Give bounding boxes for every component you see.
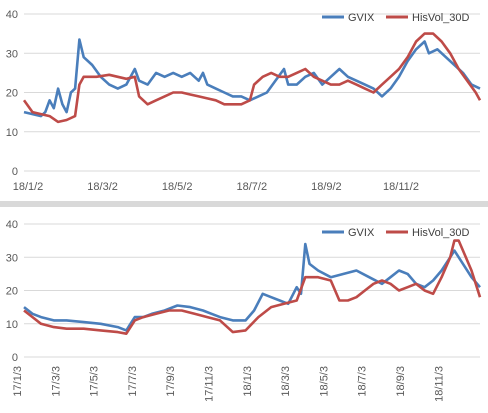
series-line-gvix [23, 38, 481, 118]
series-line-hisvol-30d [22, 32, 482, 124]
x-tick-label: 18/1/3 [242, 366, 254, 397]
legend-label: GVIX [348, 227, 375, 239]
chart-panel-2018: 0 10 20 30 40 18/1/2 18/3/2 18/5/2 18/7/2 18/9/2 1… [0, 0, 488, 201]
y-tick-label: 0 [12, 166, 18, 178]
legend-label: GVIX [348, 12, 375, 24]
x-tick-label: 18/7/2 [237, 181, 268, 193]
line-chart-2018: 0 10 20 30 40 18/1/2 18/3/2 18/5/2 18/7/2 18/9/2 1… [6, 9, 482, 193]
y-tick-label: 40 [6, 219, 18, 231]
y-tick-label: 10 [6, 319, 18, 331]
y-tick-label: 30 [6, 252, 18, 264]
x-tick-label: 18/3/3 [280, 366, 292, 397]
y-tick-label: 10 [6, 127, 18, 139]
x-tick-label: 18/1/2 [13, 181, 44, 193]
legend-label: HisVol_30D [412, 12, 470, 24]
x-tick-label: 18/9/2 [311, 181, 342, 193]
series-line-hisvol-30d [23, 239, 482, 335]
legend-label: HisVol_30D [412, 227, 470, 239]
line-chart-2017-2018: 0 10 20 30 40 17/1/3 17/3/3 17/5/3 17/7/3 17/9/3 1… [6, 219, 482, 402]
chart-panel-2017-2018: 0 10 20 30 40 17/1/3 17/3/3 17/5/3 17/7/3 17/9/3 1… [0, 207, 488, 413]
x-tick-label: 18/11/2 [383, 181, 419, 193]
x-tick-label: 18/9/3 [395, 366, 407, 397]
y-tick-label: 0 [12, 352, 18, 364]
x-tick-label: 17/9/3 [165, 366, 177, 397]
x-tick-label: 18/3/2 [87, 181, 118, 193]
x-tick-label: 18/5/3 [318, 366, 330, 397]
x-tick-label: 18/11/3 [433, 366, 445, 402]
x-tick-label: 17/11/3 [204, 366, 216, 402]
panel-divider [0, 201, 488, 207]
x-tick-label: 17/7/3 [127, 366, 139, 397]
x-tick-label: 17/5/3 [89, 366, 101, 397]
y-tick-label: 20 [6, 88, 18, 100]
x-tick-label: 18/5/2 [162, 181, 193, 193]
y-tick-label: 20 [6, 286, 18, 298]
x-tick-label: 17/3/3 [50, 366, 62, 397]
y-tick-label: 40 [6, 9, 18, 21]
x-tick-label: 17/1/3 [12, 366, 24, 397]
y-tick-label: 30 [6, 48, 18, 60]
x-tick-label: 18/7/3 [357, 366, 369, 397]
